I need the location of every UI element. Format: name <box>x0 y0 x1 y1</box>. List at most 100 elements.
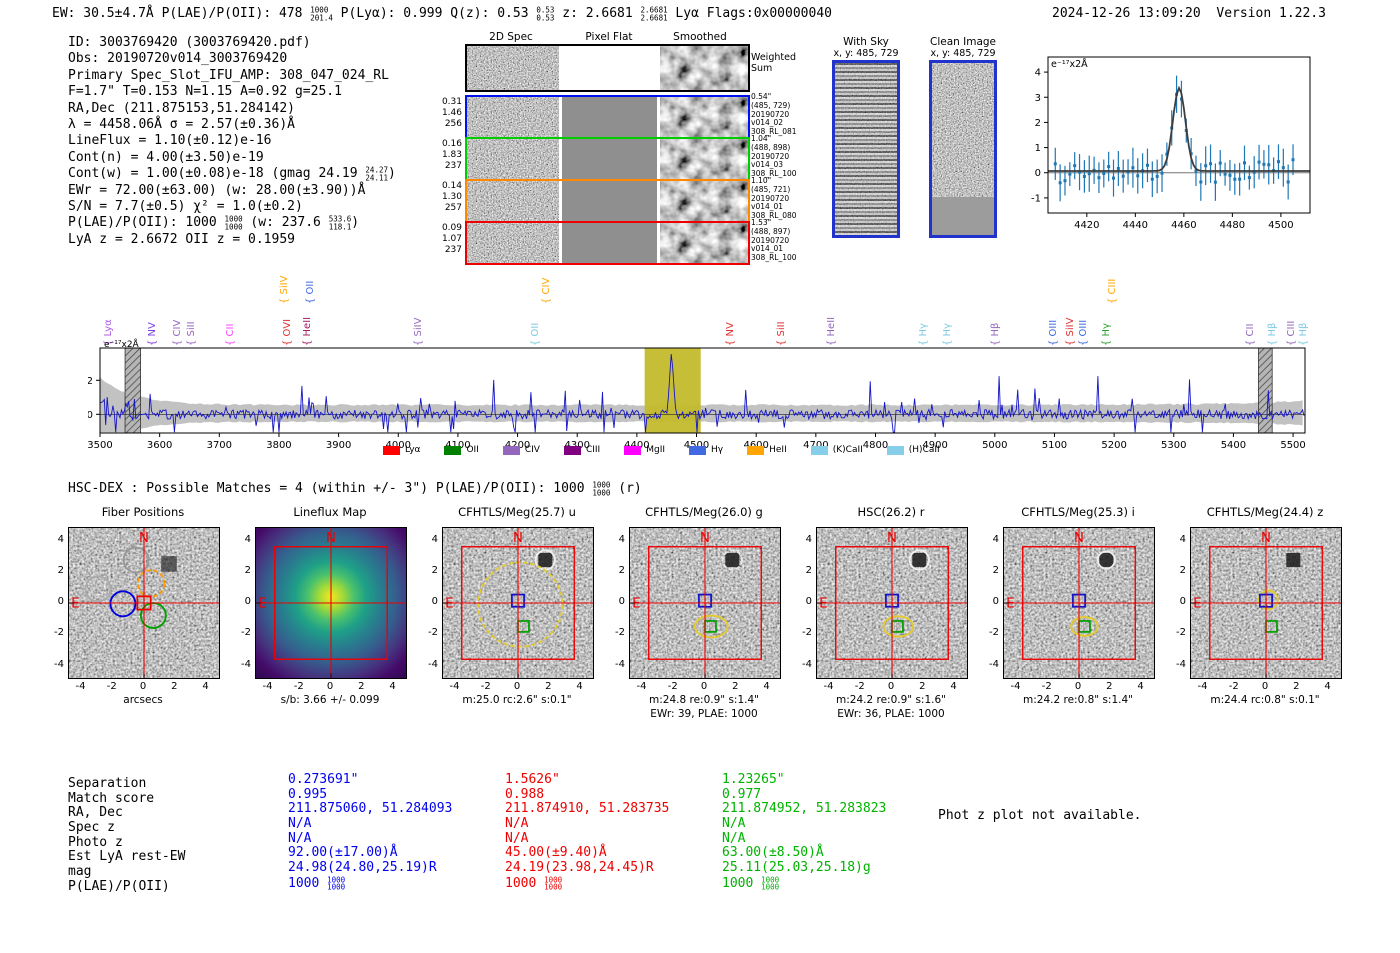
svg-text:N: N <box>1074 531 1084 546</box>
spec2d-row-meta: 0.54" (485, 729) 20190720 v014_02 308_RL_081 <box>751 92 797 137</box>
info-line: λ = 4458.06Å σ = 2.57(±0.36)Å <box>68 116 295 132</box>
svg-text:N: N <box>1261 531 1271 546</box>
spec2d-row-meta: 1.53" (488, 897) 20190720 v014_01 308_RL_100 <box>751 218 797 263</box>
cutout-overlay: NE <box>630 528 780 678</box>
svg-text:1: 1 <box>1035 143 1041 154</box>
cutout-overlay: NE <box>1191 528 1341 678</box>
spec2d-row <box>465 221 750 265</box>
match-cell: 1.23265" <box>722 772 785 787</box>
legend-item: Hγ <box>689 445 723 455</box>
cutout-ytick: 0 <box>431 596 438 607</box>
cutout-xtick: 0 <box>700 681 708 692</box>
svg-text:3500: 3500 <box>88 440 113 451</box>
cutout-xtick: 4 <box>950 681 957 692</box>
match-cell: 25.11(25.03,25.18)g <box>722 860 871 876</box>
svg-text:N: N <box>700 531 710 546</box>
match-cell: 24.19(23.98,24.45)R <box>505 860 654 876</box>
cutout-ytick: -4 <box>802 658 812 670</box>
cutout-title: CFHTLS/Meg(25.7) u <box>458 505 576 519</box>
cutout-title: HSC(26.2) r <box>857 505 925 519</box>
svg-text:5400: 5400 <box>1221 440 1246 451</box>
info-line: Cont(w) = 1.00(±0.08)e-18 (gmag 24.19 24… <box>68 165 396 183</box>
spec2d-gap <box>559 46 562 90</box>
clean-image-coords: x, y: 485, 729 <box>930 48 996 59</box>
cutout-xtick: 0 <box>1261 681 1269 692</box>
match-cell: 0.995 <box>288 786 328 802</box>
match-cell: 211.875060, 51.284093 <box>288 801 453 817</box>
cutout-ytick: -2 <box>802 627 812 639</box>
legend-item: (K)CaII <box>810 445 863 455</box>
svg-text:N: N <box>139 531 149 546</box>
spec2d-image <box>467 181 559 221</box>
cutout-xtick: 2 <box>919 681 926 692</box>
svg-text:3600: 3600 <box>147 440 172 451</box>
spec2d-gap <box>559 97 562 137</box>
cutout-ytick: 0 <box>618 596 625 607</box>
info-line: EWr = 72.00(±63.00) (w: 28.00(±3.90))Å <box>68 182 366 198</box>
stacked-fraction: 1000 1000 <box>761 875 780 892</box>
svg-text:0: 0 <box>1035 168 1041 179</box>
legend-swatch <box>810 445 828 455</box>
spectrum-legend: Lyα OII CIV CIII MgII Hγ HeII (K)CaII (H)CaII <box>383 445 940 455</box>
cutout-xtick: 2 <box>545 681 552 692</box>
stacked-fraction: 1000 1000 <box>544 875 563 892</box>
cutout-ytick: -4 <box>615 658 625 670</box>
svg-text:E: E <box>819 597 827 612</box>
match-cell: N/A <box>288 816 312 832</box>
cutout-fluxmap: NE <box>255 527 407 679</box>
svg-text:4420: 4420 <box>1074 220 1099 231</box>
cutout-ytick: -4 <box>428 658 438 670</box>
match-cell: N/A <box>505 830 529 846</box>
cutout-xtick: -4 <box>1010 681 1021 692</box>
spec2d-row <box>465 179 750 223</box>
cutout-ytick: 4 <box>805 533 812 545</box>
cutout-ytick: -2 <box>1176 627 1186 639</box>
svg-text:4480: 4480 <box>1220 220 1245 231</box>
cutout-image: NE <box>629 527 781 679</box>
cutout-title: CFHTLS/Meg(26.0) g <box>645 505 763 519</box>
match-cell: 63.00(±8.50)Å <box>722 845 824 861</box>
cutout-ytick: 2 <box>805 564 812 576</box>
match-cell: 24.98(24.80,25.19)R <box>288 860 437 876</box>
cutout-title: CFHTLS/Meg(25.3) i <box>1021 505 1135 519</box>
spec2d-weighted-sum-label: Weighted Sum <box>751 52 796 74</box>
cutout-caption: EWr: 39, PLAE: 1000 <box>650 708 758 720</box>
detection-info-block: ID: 3003769420 (3003769420.pdf) Obs: 2019… <box>68 35 396 248</box>
spec2d-pixelflat <box>562 97 657 137</box>
cutout-caption: m:24.4 rc:0.8" s:0.1" <box>1210 694 1320 706</box>
cutout-caption: s/b: 3.66 +/- 0.099 <box>280 694 380 706</box>
stacked-fraction: 1000 1000 <box>592 480 611 498</box>
cutout-xtick: 4 <box>1324 681 1331 692</box>
spec2d-gap <box>559 181 562 221</box>
spec2d-image <box>467 223 559 263</box>
spec2d-gap <box>657 139 660 179</box>
spec2d-pixelflat <box>562 181 657 221</box>
line-fit-plot: -1 0 1 2 3 4 4420 4440 4460 4480 4500 e⁻¹⁷x2Å <box>1031 56 1311 231</box>
match-cell: 45.00(±9.40)Å <box>505 845 607 861</box>
cutout-ytick: 4 <box>618 533 625 545</box>
legend-item: HeII <box>747 445 787 455</box>
info-line: Obs: 20190720v014_3003769420 <box>68 51 288 67</box>
spec2d-image <box>467 97 559 137</box>
cutout-image: NE <box>442 527 594 679</box>
cutout-image: NE <box>1003 527 1155 679</box>
cutout-xtick: 4 <box>763 681 770 692</box>
cutout-ytick: 2 <box>244 564 251 576</box>
cutout-xtick: 4 <box>389 681 396 692</box>
svg-text:5000: 5000 <box>982 440 1007 451</box>
info-line: S/N = 7.7(±0.5) χ² = 1.0(±0.2) <box>68 198 303 214</box>
svg-text:4900: 4900 <box>922 440 947 451</box>
cutout-xtick: 0 <box>139 681 147 692</box>
cutout-ytick: 4 <box>244 533 251 545</box>
match-cell: N/A <box>288 830 312 846</box>
clean-image-masked-region <box>932 197 994 235</box>
spec2d-smoothed <box>660 181 748 221</box>
stacked-fraction: 0.53 0.53 <box>536 5 555 23</box>
svg-text:E: E <box>258 597 266 612</box>
cutout-ytick: -4 <box>54 658 64 670</box>
svg-text:5100: 5100 <box>1042 440 1067 451</box>
cutout-xtick: -2 <box>667 681 678 692</box>
cutout-ytick: 2 <box>431 564 438 576</box>
cutout-ytick: -2 <box>428 627 438 639</box>
